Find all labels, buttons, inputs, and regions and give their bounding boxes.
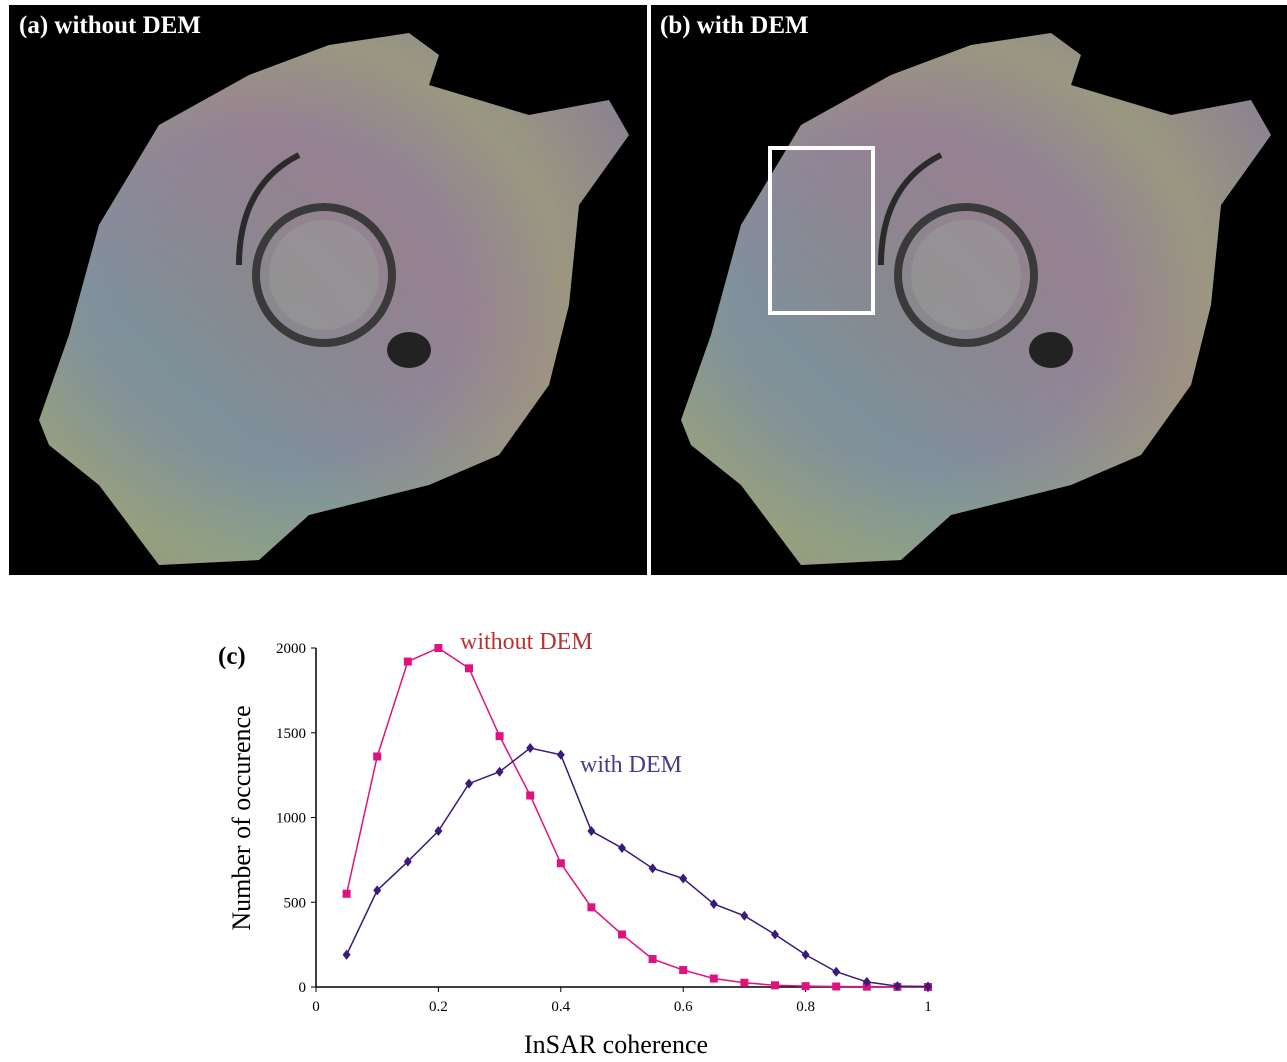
x-axis-title: InSAR coherence xyxy=(524,1030,708,1057)
marker xyxy=(710,899,718,909)
series-label: with DEM xyxy=(580,752,682,778)
x-tick-label: 0.8 xyxy=(796,999,815,1015)
marker xyxy=(710,975,718,983)
series-label: without DEM xyxy=(460,629,593,655)
marker xyxy=(587,826,595,836)
x-tick-label: 0.4 xyxy=(551,999,570,1015)
marker xyxy=(557,750,565,760)
marker xyxy=(771,981,779,989)
panel-label: (c) xyxy=(218,643,246,670)
image-panel-b: (b) with DEM xyxy=(651,5,1287,575)
marker xyxy=(465,664,473,672)
marker xyxy=(649,863,657,873)
y-tick-label: 2000 xyxy=(276,641,306,657)
x-tick-label: 0 xyxy=(312,999,320,1015)
marker xyxy=(832,967,840,977)
y-tick-label: 0 xyxy=(299,980,307,996)
x-tick-label: 1 xyxy=(924,999,932,1015)
marker xyxy=(526,743,534,753)
marker xyxy=(832,982,840,990)
figure: (a) without DEM (b) with DEM (c) InSAR c… xyxy=(0,0,1287,1057)
series-line xyxy=(347,648,928,987)
y-tick-label: 500 xyxy=(284,895,307,911)
marker xyxy=(434,644,442,652)
image-panel-a: (a) without DEM xyxy=(9,5,647,575)
marker xyxy=(496,767,504,777)
marker xyxy=(802,982,810,990)
series-line xyxy=(347,748,928,986)
marker xyxy=(740,911,748,921)
marker xyxy=(802,950,810,960)
marker xyxy=(496,732,504,740)
marker xyxy=(618,930,626,938)
marker xyxy=(587,903,595,911)
marker xyxy=(618,843,626,853)
marker xyxy=(679,966,687,974)
y-tick-label: 1500 xyxy=(276,726,306,742)
panel-label: (a) without DEM xyxy=(19,12,201,39)
panel-label: (b) with DEM xyxy=(660,12,809,39)
marker xyxy=(373,752,381,760)
marker xyxy=(679,874,687,884)
x-tick-label: 0.6 xyxy=(674,999,693,1015)
marker xyxy=(771,929,779,939)
y-axis-title: Number of occurence xyxy=(227,705,256,930)
marker xyxy=(649,955,657,963)
marker xyxy=(343,890,351,898)
y-tick-label: 1000 xyxy=(276,811,306,827)
marker xyxy=(343,950,351,960)
marker xyxy=(404,658,412,666)
marker xyxy=(526,791,534,799)
marker xyxy=(557,859,565,867)
x-tick-label: 0.2 xyxy=(429,999,448,1015)
marker xyxy=(740,979,748,987)
